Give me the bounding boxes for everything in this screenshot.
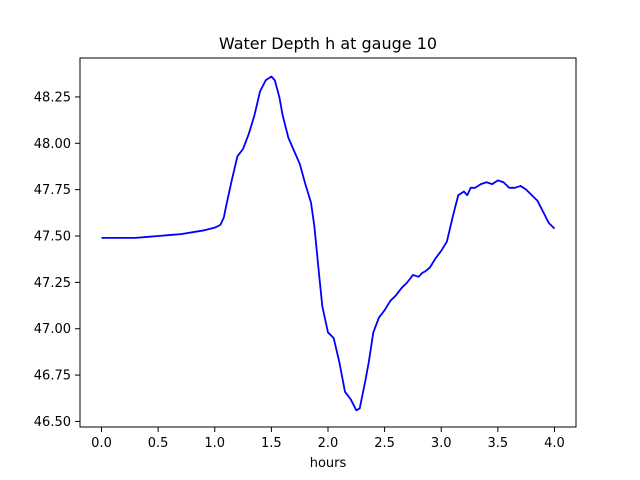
plot-area: [79, 57, 577, 428]
x-axis: 0.0 0.5 1.0 1.5 2.0 2.5 3.0 3.5 4.0: [91, 427, 565, 451]
x-tick-label: 1.0: [204, 436, 225, 451]
x-tick-label: 3.5: [488, 436, 509, 451]
y-tick-label: 47.25: [34, 276, 71, 291]
y-tick-label: 47.75: [34, 183, 71, 198]
x-axis-label: hours: [310, 456, 347, 471]
x-tick-label: 2.0: [318, 436, 339, 451]
y-tick-label: 48.25: [34, 90, 71, 105]
series-line-water-depth: [101, 75, 556, 412]
x-tick-label: 1.5: [261, 436, 282, 451]
y-tick-label: 46.75: [34, 369, 71, 384]
y-tick-label: 46.50: [34, 415, 71, 430]
y-axis: 46.50 46.75 47.00 47.25 47.50 47.75 48.00 48.25: [34, 90, 80, 430]
x-tick-label: 0.0: [91, 436, 112, 451]
x-tick-label: 3.0: [431, 436, 452, 451]
chart-title: Water Depth h at gauge 10: [219, 34, 437, 53]
y-tick-label: 48.00: [34, 137, 71, 152]
y-tick-label: 47.00: [34, 322, 71, 337]
x-tick-label: 2.5: [374, 436, 395, 451]
y-tick-label: 47.50: [34, 230, 71, 245]
plot-frame: [79, 57, 577, 428]
x-tick-label: 4.0: [544, 436, 565, 451]
x-tick-label: 0.5: [148, 436, 169, 451]
